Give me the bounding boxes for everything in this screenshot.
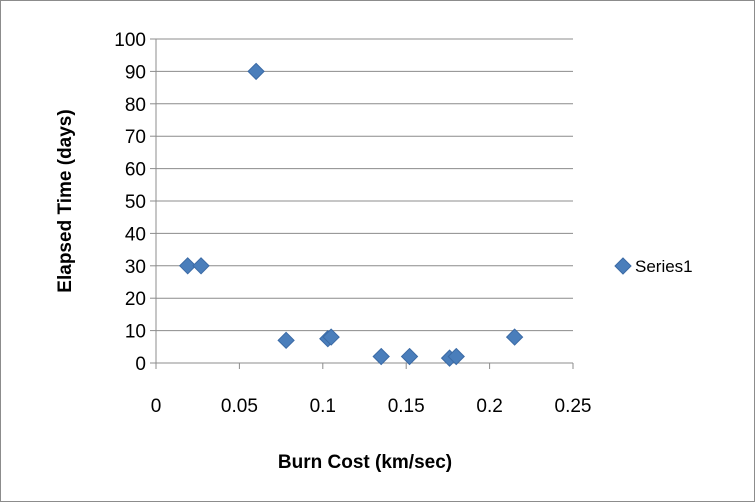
- data-point: [247, 62, 265, 81]
- data-point: [277, 331, 295, 350]
- y-tick-label: 60: [125, 160, 146, 181]
- x-tick-label: 0.05: [221, 396, 258, 417]
- data-points: [178, 62, 524, 367]
- gridlines: [156, 38, 573, 332]
- legend: Series1: [614, 257, 693, 276]
- y-tick-label: 30: [125, 257, 146, 278]
- axes: [150, 38, 574, 369]
- y-tick-label: 70: [125, 127, 146, 148]
- x-tick-label: 0: [151, 396, 162, 417]
- y-tick-label: 80: [125, 95, 146, 116]
- data-point: [447, 347, 465, 366]
- y-tick-labels: 0 10 20 30 40 50 60 70 80 90 100: [114, 30, 146, 375]
- data-point: [372, 347, 390, 366]
- legend-marker-diamond-icon: [614, 257, 632, 275]
- x-axis-title: Burn Cost (km/sec): [278, 452, 452, 473]
- x-tick-label: 0.15: [388, 396, 425, 417]
- legend-label: Series1: [635, 257, 693, 276]
- data-point: [322, 328, 340, 346]
- y-tick-label: 90: [125, 62, 146, 83]
- data-point: [192, 257, 210, 275]
- x-tick-label: 0.2: [476, 396, 502, 417]
- y-tick-label: 40: [125, 224, 146, 245]
- y-tick-label: 20: [125, 289, 146, 310]
- x-tick-labels: 0 0.05 0.1 0.15 0.2 0.25: [151, 396, 592, 417]
- data-point: [178, 257, 197, 275]
- x-tick-label: 0.25: [555, 396, 592, 417]
- y-tick-label: 100: [114, 30, 146, 51]
- x-tick-label: 0.1: [310, 396, 336, 417]
- y-tick-label: 10: [125, 322, 146, 343]
- y-axis-title: Elapsed Time (days): [55, 109, 76, 292]
- y-tick-label: 50: [125, 192, 146, 213]
- data-point: [505, 328, 524, 346]
- y-tick-label: 0: [135, 354, 146, 375]
- data-point: [400, 347, 419, 366]
